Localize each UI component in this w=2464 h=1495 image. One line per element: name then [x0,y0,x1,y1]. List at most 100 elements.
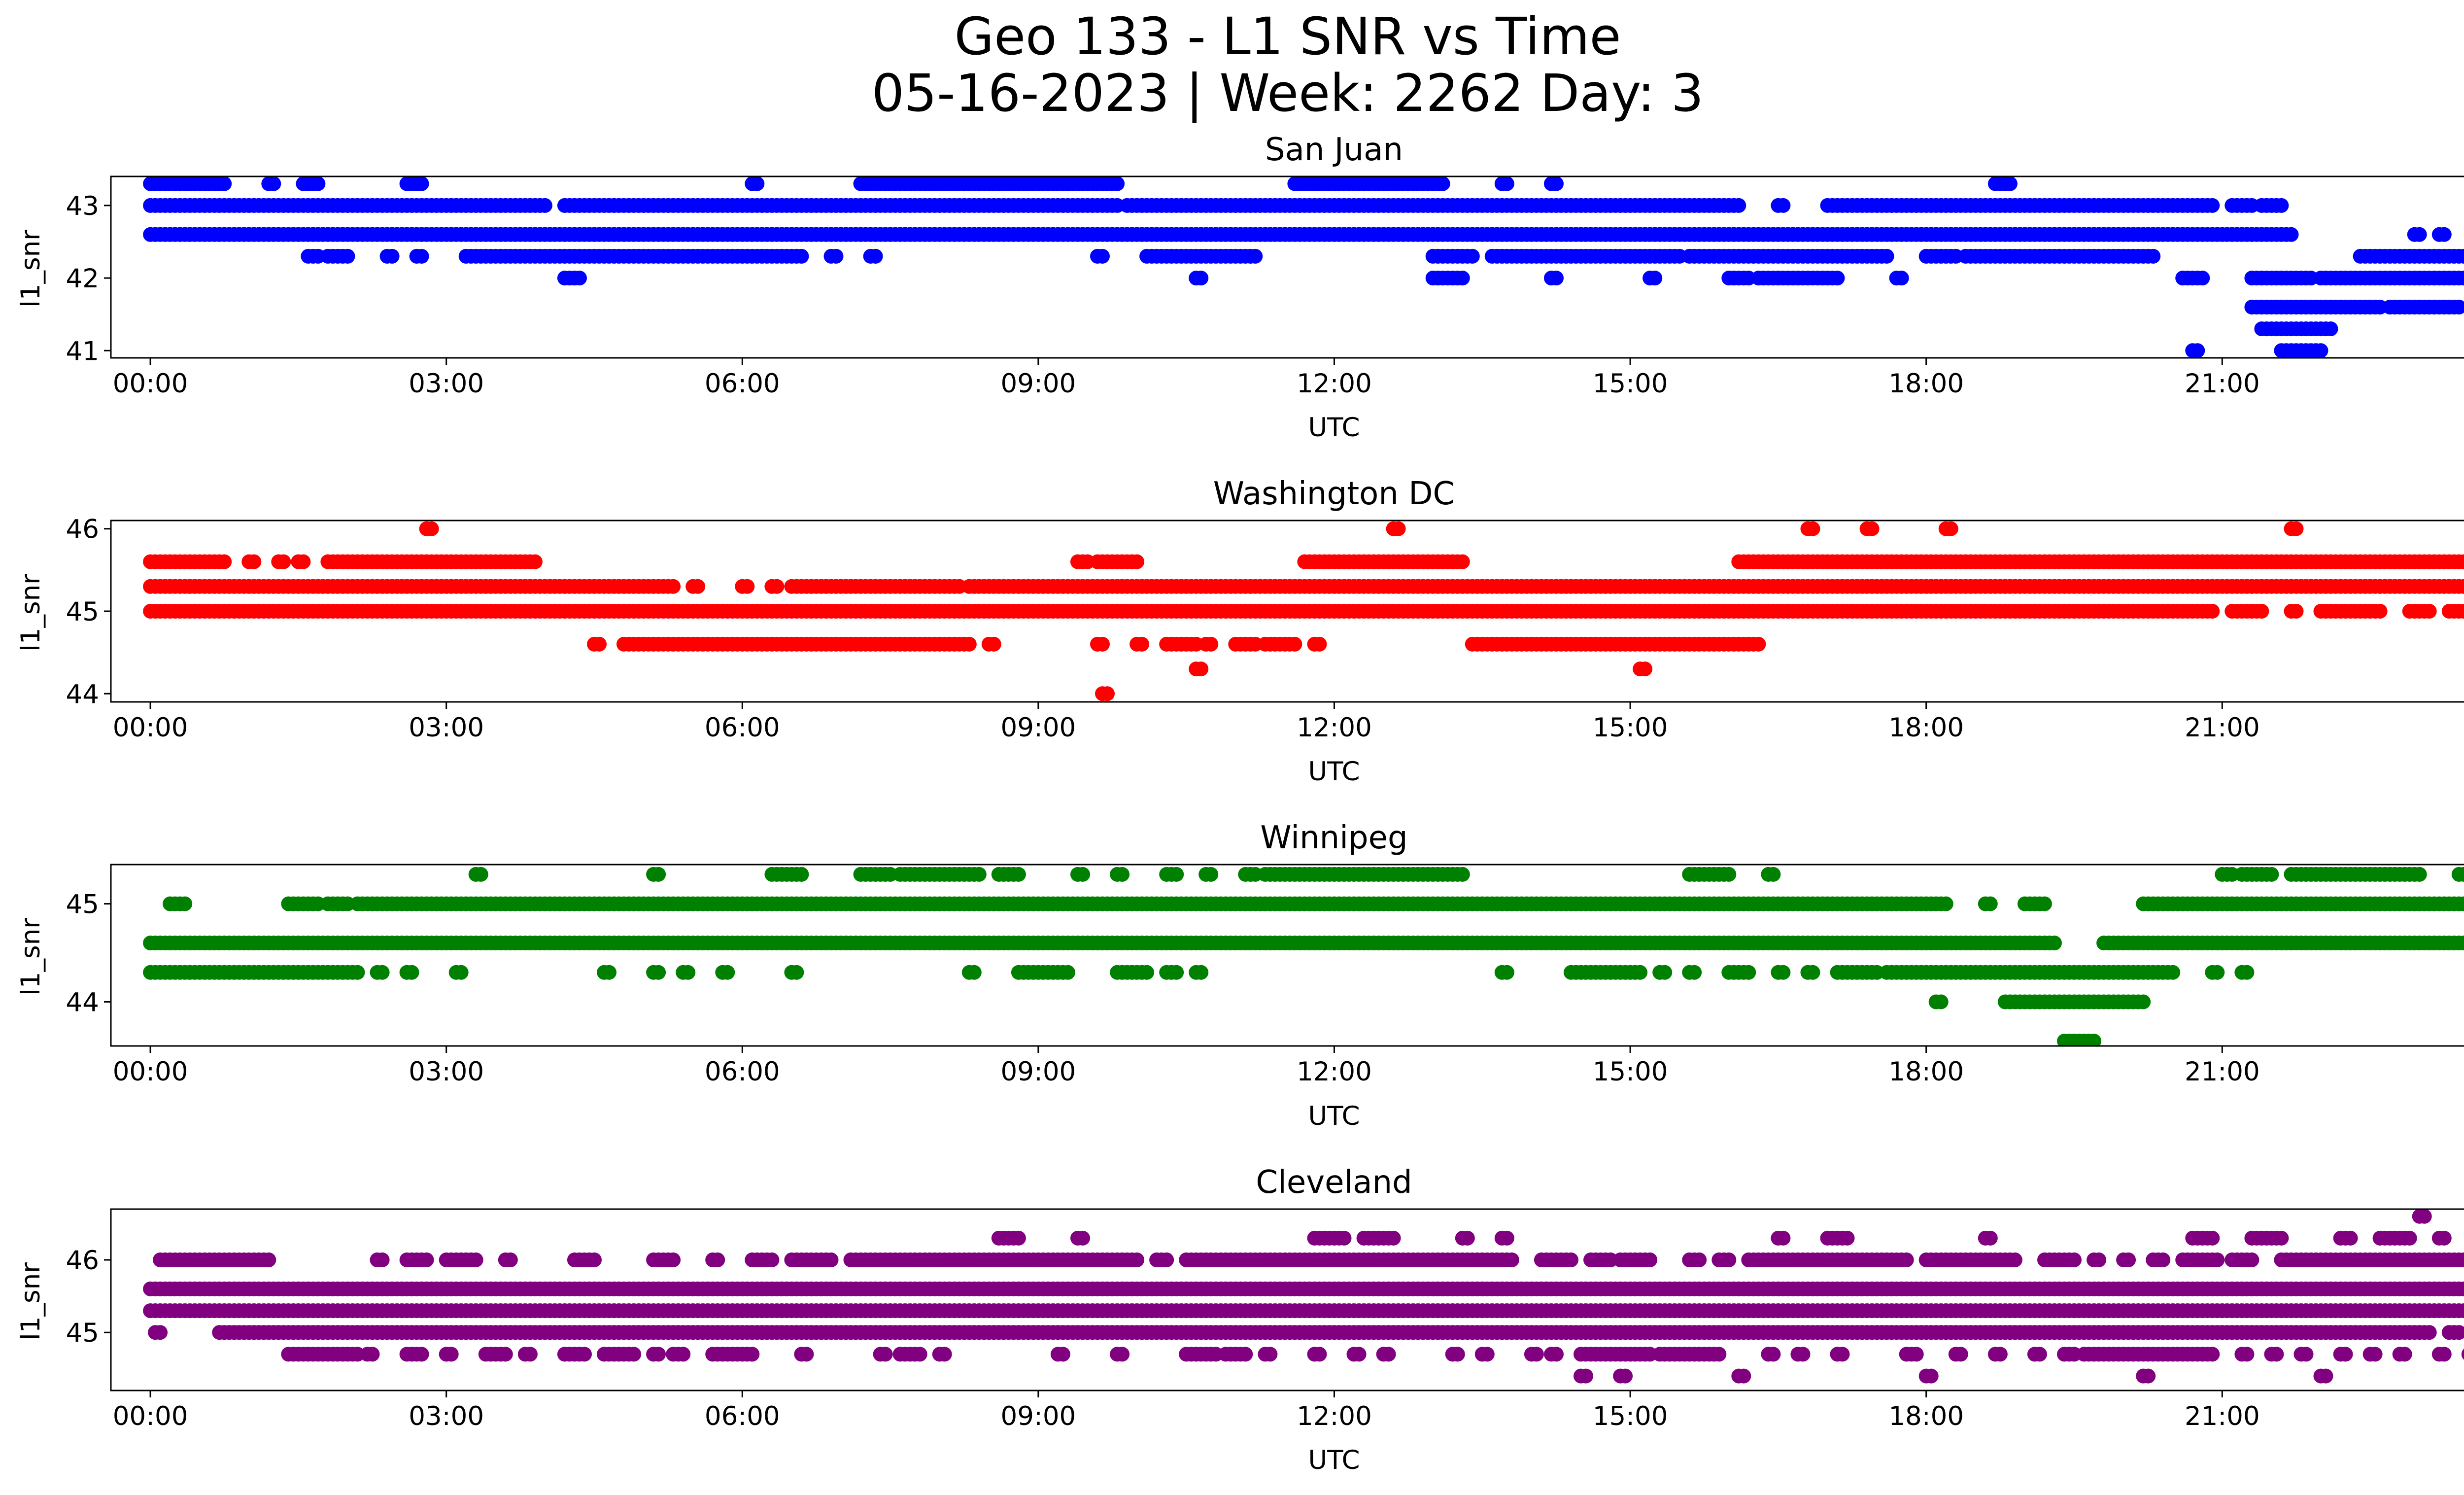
y-tick-label: 44 [66,679,99,709]
data-point [1933,994,1949,1009]
data-point [666,579,681,594]
data-point [587,1252,602,1267]
data-point [424,521,439,536]
data-point [296,554,311,569]
data-point [1564,1252,1578,1267]
data-point [1095,636,1110,652]
y-tick-label: 45 [66,597,99,627]
data-point [527,554,543,569]
data-point [572,271,587,286]
subplot-title: San Juan [1265,132,1403,168]
data-point [1499,965,1514,980]
data-point [1899,1252,1914,1267]
data-point [592,636,607,652]
data-point [1194,965,1209,980]
data-point [503,1252,518,1267]
plot-area: 00:00 03:00 06:00 09:00 12:00 15:00 18:00 21:00… [66,864,2464,1087]
data-point [2456,867,2464,882]
y-axis-label: l1_snr [16,918,46,996]
data-point [1776,198,1791,213]
subplot-title: Winnipeg [1260,820,1407,856]
data-point [2456,554,2464,569]
x-tick-label: 18:00 [1888,1057,1964,1087]
data-point [2284,227,2299,242]
x-tick-label: 21:00 [2185,1057,2260,1087]
data-point [2461,250,2464,262]
data-point [1805,965,1820,980]
data-point [1840,1230,1855,1246]
data-point [2402,1230,2417,1246]
data-points [143,176,2464,358]
subplot-title: Cleveland [1256,1164,1412,1201]
data-point [2456,248,2464,264]
y-axis-label: l1_snr [16,1262,46,1340]
data-point [2121,1252,2136,1267]
data-point [1115,867,1130,882]
data-point [868,248,883,264]
data-point [1938,896,1953,911]
data-point [375,1252,390,1267]
data-point [177,896,193,911]
data-point [1776,965,1791,980]
data-point [2037,896,2052,911]
data-point [2205,1230,2220,1246]
data-point [1169,965,1184,980]
x-tick-label: 03:00 [409,369,484,399]
data-point [1455,867,1470,882]
data-point [1894,271,1909,286]
data-point [350,965,365,980]
data-point [419,1252,434,1267]
data-point [1687,965,1702,980]
data-point [1455,554,1470,569]
data-point [1721,867,1737,882]
data-point [2313,343,2328,358]
figure-title-line-2: 05-16-2023 | Week: 2262 Day: 3 [872,63,1704,123]
data-point [764,1252,780,1267]
x-tick-label: 03:00 [409,1057,484,1087]
x-axis-label: UTC [1308,413,1360,443]
data-point [468,1252,483,1267]
data-point [1830,271,1845,286]
data-point [750,176,765,191]
figure-title-line-1: Geo 133 - L1 SNR vs Time [954,6,1621,67]
data-point [340,248,355,264]
data-point [1100,686,1115,701]
data-point [1549,271,1564,286]
data-point [2372,604,2388,619]
data-point [2274,198,2289,213]
data-point [1983,896,1998,911]
x-tick-label: 18:00 [1888,369,1964,399]
data-point [261,1252,276,1267]
data-point [2436,1230,2452,1246]
data-point [2244,1252,2259,1267]
data-point [1455,271,1470,286]
data-point [2091,1252,2107,1267]
x-tick-label: 12:00 [1297,713,1372,743]
x-tick-label: 06:00 [705,713,780,743]
data-point [1386,1230,1401,1246]
data-point [2412,867,2427,882]
data-point [217,554,232,569]
data-point [2461,581,2464,592]
data-point [1647,271,1663,286]
data-point [2436,227,2452,242]
plot-area: 00:00 03:00 06:00 09:00 12:00 15:00 18:00 21:00… [66,1208,2464,1431]
data-point [1129,554,1145,569]
data-point [1129,1252,1145,1267]
data-point [1336,1230,1352,1246]
data-point [961,636,977,652]
data-point [1751,636,1766,652]
data-point [1169,867,1184,882]
data-point [2254,604,2269,619]
x-tick-label: 03:00 [409,713,484,743]
data-point [1287,636,1302,652]
y-tick-label: 46 [66,515,99,545]
data-point [1391,521,1406,536]
x-axis-label: UTC [1308,757,1360,787]
x-tick-label: 15:00 [1593,1057,1668,1087]
data-point [740,579,755,594]
x-tick-label: 09:00 [1001,713,1076,743]
subplot-title: Washington DC [1213,476,1455,512]
data-points [143,867,2464,1046]
plot-area: 00:00 03:00 06:00 09:00 12:00 15:00 18:00 21:00… [66,515,2464,743]
